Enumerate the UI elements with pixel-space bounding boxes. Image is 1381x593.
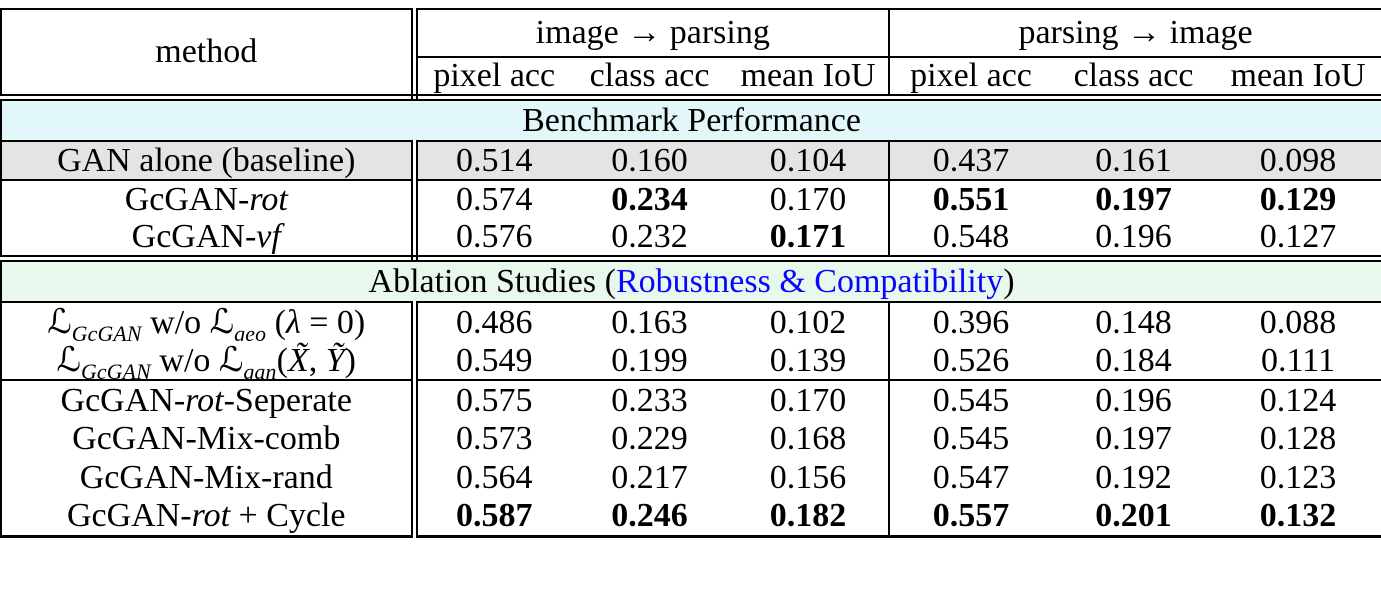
- value-cell: 0.574: [456, 181, 533, 219]
- method-cell: GcGAN-rot: [1, 180, 418, 220]
- value-cell: 0.168: [769, 420, 847, 458]
- value-cell: 0.132: [1259, 497, 1337, 535]
- value-cell: 0.196: [1095, 381, 1172, 419]
- value-cell: 0.545: [888, 419, 1053, 459]
- value-cell: 0.170: [769, 181, 847, 219]
- method-cell: GcGAN-vf: [1, 219, 418, 262]
- subcol-header-mean-iou: mean IoU: [728, 57, 890, 101]
- value-cell: 0.197: [1095, 420, 1172, 458]
- value-cell: 0.139: [728, 341, 890, 382]
- value-cell: 0.217: [611, 459, 688, 497]
- table-row-loss-wo-geo: ℒGcGAN w/o ℒgeo (λ = 0) 0.486 0.163 0.10…: [1, 302, 1381, 342]
- value-cell: 0.587: [456, 497, 533, 535]
- value-cell: 0.192: [1095, 459, 1172, 497]
- value-cell: 0.171: [728, 219, 890, 262]
- section-title: Benchmark Performance: [1, 97, 1381, 143]
- value-cell: 0.575: [456, 381, 533, 419]
- table-row-loss-wo-gan: ℒGcGAN w/o ℒgan(X̃, Ỹ) 0.549 0.199 0.139…: [1, 341, 1381, 382]
- table-row-gcgan-rot: GcGAN-rot 0.574 0.234 0.170 0.551 0.197 …: [1, 180, 1381, 220]
- value-cell: 0.557: [888, 497, 1053, 537]
- value-cell: 0.129: [1259, 181, 1337, 219]
- header-sub-row: pixel acc class acc mean IoU pixel acc c…: [1, 57, 1381, 101]
- value-cell: 0.196: [1052, 219, 1216, 262]
- value-cell: 0.104: [728, 141, 890, 182]
- value-cell: 0.576: [414, 219, 571, 262]
- value-cell: 0.124: [1259, 381, 1337, 419]
- method-cell: GAN alone (baseline): [1, 141, 418, 182]
- method-cell: ℒGcGAN w/o ℒgeo (λ = 0): [1, 302, 418, 342]
- value-cell: 0.111: [1215, 341, 1381, 382]
- subcol-header-mean-iou: mean IoU: [1215, 57, 1381, 101]
- value-cell: 0.564: [456, 459, 533, 497]
- value-cell: 0.127: [1215, 219, 1381, 262]
- method-cell: GcGAN-Mix-comb: [1, 419, 418, 459]
- value-cell: 0.098: [1215, 141, 1381, 182]
- table-row-gcgan-vf: GcGAN-vf 0.576 0.232 0.171 0.548 0.196 0…: [1, 219, 1381, 262]
- value-cell: 0.551: [888, 180, 1053, 220]
- value-cell: 0.201: [1095, 497, 1172, 535]
- ablation-link[interactable]: Robustness & Compatibility: [615, 262, 1004, 300]
- results-table: method image → parsing parsing → image p…: [0, 8, 1381, 538]
- method-cell: ℒGcGAN w/o ℒgan(X̃, Ỹ): [1, 341, 418, 382]
- subcol-header-pixel-acc: pixel acc: [414, 57, 571, 101]
- subcol-header-class-acc: class acc: [571, 57, 728, 101]
- value-cell: 0.184: [1052, 341, 1216, 382]
- section-header-benchmark: Benchmark Performance: [1, 97, 1381, 143]
- value-cell: 0.526: [888, 341, 1053, 382]
- value-cell: 0.197: [1095, 181, 1172, 219]
- value-cell: 0.148: [1095, 303, 1172, 341]
- subcol-header-class-acc: class acc: [1052, 57, 1216, 101]
- value-cell: 0.396: [888, 302, 1053, 342]
- value-cell: 0.549: [414, 341, 571, 382]
- section-header-ablation: Ablation Studies (Robustness & Compatibi…: [1, 254, 1381, 304]
- table-row-gcgan-rot-plus-cycle: GcGAN-rot + Cycle 0.587 0.246 0.182 0.55…: [1, 497, 1381, 537]
- col-header-parsing-to-image: parsing → image: [888, 9, 1381, 58]
- value-cell: 0.545: [888, 380, 1053, 420]
- value-cell: 0.229: [611, 420, 688, 458]
- value-cell: 0.128: [1259, 420, 1337, 458]
- value-cell: 0.486: [456, 303, 533, 341]
- value-cell: 0.161: [1052, 141, 1216, 182]
- col-header-method: method: [1, 9, 418, 101]
- value-cell: 0.234: [611, 181, 688, 219]
- method-cell: GcGAN-rot-Seperate: [1, 380, 418, 420]
- value-cell: 0.573: [456, 420, 533, 458]
- value-cell: 0.514: [414, 141, 571, 182]
- value-cell: 0.102: [769, 303, 847, 341]
- value-cell: 0.156: [769, 459, 847, 497]
- method-cell: GcGAN-Mix-rand: [1, 458, 418, 498]
- subcol-header-pixel-acc: pixel acc: [888, 57, 1053, 101]
- section-title: Ablation Studies (Robustness & Compatibi…: [1, 254, 1381, 304]
- method-cell: GcGAN-rot + Cycle: [1, 497, 418, 537]
- table-row-gcgan-mix-comb: GcGAN-Mix-comb 0.573 0.229 0.168 0.545 0…: [1, 419, 1381, 459]
- value-cell: 0.437: [888, 141, 1053, 182]
- value-cell: 0.548: [888, 219, 1053, 262]
- header-group-row: method image → parsing parsing → image: [1, 9, 1381, 101]
- value-cell: 0.170: [769, 381, 847, 419]
- value-cell: 0.160: [571, 141, 728, 182]
- value-cell: 0.199: [571, 341, 728, 382]
- value-cell: 0.163: [611, 303, 688, 341]
- table-row-gan-alone-baseline: GAN alone (baseline) 0.514 0.160 0.104 0…: [1, 141, 1381, 182]
- value-cell: 0.233: [611, 381, 688, 419]
- value-cell: 0.088: [1259, 303, 1337, 341]
- value-cell: 0.182: [769, 497, 847, 535]
- value-cell: 0.123: [1259, 459, 1337, 497]
- table-row-gcgan-rot-seperate: GcGAN-rot-Seperate 0.575 0.233 0.170 0.5…: [1, 380, 1381, 420]
- value-cell: 0.547: [888, 458, 1053, 498]
- col-header-image-to-parsing: image → parsing: [414, 9, 890, 58]
- table-row-gcgan-mix-rand: GcGAN-Mix-rand 0.564 0.217 0.156 0.547 0…: [1, 458, 1381, 498]
- value-cell: 0.246: [611, 497, 688, 535]
- value-cell: 0.232: [571, 219, 728, 262]
